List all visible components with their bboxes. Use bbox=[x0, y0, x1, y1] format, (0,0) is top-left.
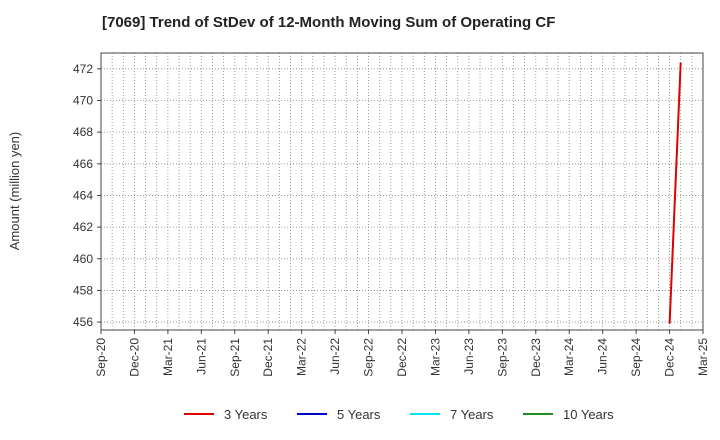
x-tick-label: Sep-21 bbox=[228, 338, 242, 377]
chart-title: [7069] Trend of StDev of 12-Month Moving… bbox=[102, 14, 556, 31]
x-tick-label: Dec-20 bbox=[127, 338, 141, 377]
x-tick-label: Sep-23 bbox=[495, 338, 509, 377]
legend-label: 7 Years bbox=[450, 407, 494, 422]
y-tick-label: 460 bbox=[73, 252, 93, 266]
x-tick-label: Sep-24 bbox=[629, 338, 643, 377]
legend-label: 3 Years bbox=[224, 407, 268, 422]
x-tick-label: Jun-22 bbox=[328, 338, 342, 375]
y-tick-label: 466 bbox=[73, 157, 93, 171]
y-tick-label: 456 bbox=[73, 315, 93, 329]
legend-label: 5 Years bbox=[337, 407, 381, 422]
x-tick-label: Dec-22 bbox=[395, 338, 409, 377]
x-tick-label: Dec-21 bbox=[261, 338, 275, 377]
y-tick-label: 470 bbox=[73, 93, 93, 107]
x-tick-label: Jun-24 bbox=[596, 338, 610, 375]
y-tick-label: 458 bbox=[73, 283, 93, 297]
x-tick-label: Mar-21 bbox=[161, 338, 175, 376]
x-tick-label: Sep-22 bbox=[362, 338, 376, 377]
series-layer bbox=[668, 62, 682, 324]
y-axis-title: Amount (million yen) bbox=[7, 132, 22, 251]
x-tick-label: Jun-23 bbox=[462, 338, 476, 375]
series-line-3-years bbox=[668, 62, 682, 324]
x-tick-label: Mar-23 bbox=[428, 338, 442, 376]
x-axis: Sep-20 Dec-20 Mar-21 Jun-21 Sep-21 Dec-21 Mar-… bbox=[94, 330, 710, 377]
y-tick-label: 464 bbox=[73, 188, 93, 202]
x-tick-label: Jun-21 bbox=[194, 338, 208, 375]
legend: 3 Years 5 Years 7 Years 10 Years bbox=[184, 407, 614, 422]
x-tick-label: Mar-25 bbox=[696, 338, 710, 376]
x-tick-label: Dec-24 bbox=[663, 338, 677, 377]
y-tick-label: 468 bbox=[73, 125, 93, 139]
legend-label: 10 Years bbox=[563, 407, 614, 422]
x-tick-label: Mar-22 bbox=[295, 338, 309, 376]
x-tick-label: Dec-23 bbox=[529, 338, 543, 377]
x-tick-label: Mar-24 bbox=[562, 338, 576, 376]
y-tick-label: 462 bbox=[73, 220, 93, 234]
y-axis: 456 458 460 462 464 466 468 470 472 bbox=[73, 62, 101, 329]
x-tick-label: Sep-20 bbox=[94, 338, 108, 377]
grid bbox=[101, 53, 703, 330]
y-tick-label: 472 bbox=[73, 62, 93, 76]
